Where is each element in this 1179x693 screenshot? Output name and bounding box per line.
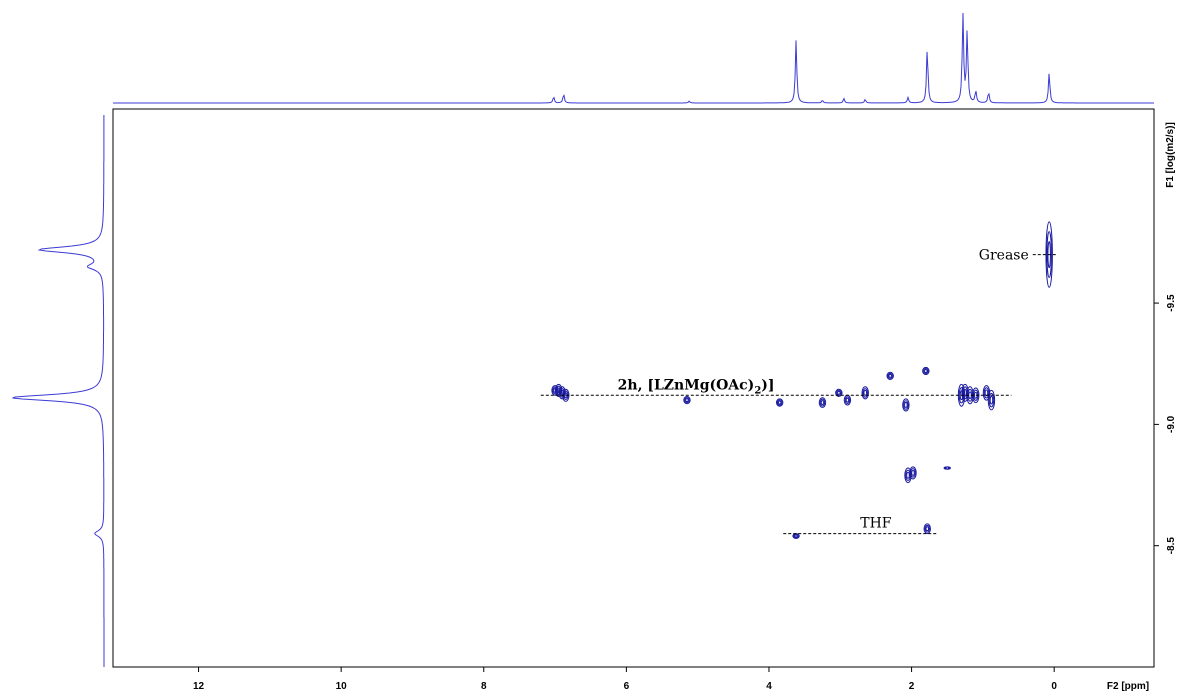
- contour-ring: [861, 386, 869, 400]
- x-tick-label: 4: [766, 681, 772, 692]
- contour-ring: [862, 388, 868, 398]
- contour-ring: [863, 389, 868, 396]
- contour-ring: [836, 389, 842, 396]
- contour-peak: [923, 523, 931, 535]
- annotations: Grease 2h, [LZnMg(OAc)2)] THF: [540, 248, 1058, 535]
- contour-ring: [685, 398, 689, 403]
- contour-ring: [684, 397, 690, 404]
- contour-ring: [963, 388, 967, 397]
- f2-projection-trace: [113, 12, 1154, 104]
- contour-peak: [843, 394, 852, 406]
- contour-peak: [683, 395, 691, 405]
- complex-label: 2h, [LZnMg(OAc)2)]: [618, 377, 775, 396]
- thf-label: THF: [860, 516, 892, 532]
- contour-peak: [922, 366, 930, 376]
- contour-ring: [793, 533, 799, 539]
- y-tick-label: -9.5: [1166, 294, 1177, 312]
- y-tick-label: -9.0: [1166, 415, 1177, 433]
- contour-ring: [922, 366, 930, 376]
- contour-ring: [911, 469, 915, 476]
- contour-peak: [902, 398, 910, 412]
- contour-ring: [924, 524, 931, 533]
- x-tick-label: 2: [909, 681, 915, 692]
- contour-ring: [887, 372, 893, 379]
- contour-peaks: [551, 221, 1053, 539]
- contour-ring: [844, 396, 851, 405]
- contour-ring: [989, 395, 994, 405]
- x-axis-ticks: 12 10 8 6 4 2 0: [193, 667, 1057, 692]
- contour-ring: [924, 369, 928, 373]
- grease-label: Grease: [979, 248, 1029, 264]
- complex-label-subscript: 2: [754, 385, 761, 396]
- contour-ring: [776, 399, 783, 406]
- contour-ring: [777, 400, 782, 405]
- contour-ring: [818, 397, 827, 408]
- contour-peak: [861, 386, 869, 400]
- contour-ring: [886, 371, 894, 381]
- contour-ring: [820, 400, 825, 405]
- contour-ring: [888, 373, 892, 378]
- contour-peak: [792, 533, 800, 539]
- x-tick-label: 0: [1051, 681, 1057, 692]
- complex-label-main: 2h, [LZnMg(OAc): [618, 377, 755, 393]
- x-tick-label: 8: [481, 681, 487, 692]
- contour-peak: [909, 466, 917, 480]
- contour-ring: [1046, 231, 1052, 278]
- contour-ring: [1045, 221, 1053, 288]
- contour-peak: [835, 388, 843, 397]
- contour-ring: [906, 471, 910, 479]
- f2-projection: [113, 12, 1154, 104]
- x-axis-title: F2 [ppm]: [1107, 681, 1149, 692]
- f1-projection: [12, 115, 105, 667]
- contour-ring: [837, 390, 841, 395]
- x-tick-label: 6: [624, 681, 630, 692]
- contour-ring: [845, 397, 850, 403]
- x-tick-label: 12: [193, 681, 205, 692]
- contour-ring: [835, 388, 843, 397]
- contour-ring: [904, 402, 908, 408]
- contour-ring: [683, 395, 691, 405]
- y-tick-label: -8.5: [1166, 537, 1177, 555]
- contour-peak: [987, 389, 996, 411]
- f1-projection-trace: [12, 115, 105, 667]
- contour-ring: [551, 385, 559, 396]
- contour-ring: [909, 466, 917, 480]
- contour-ring: [910, 468, 916, 478]
- plot-frame: [112, 108, 1155, 668]
- contour-ring: [923, 523, 931, 535]
- contour-peak: [775, 398, 784, 407]
- contour-ring: [925, 526, 930, 532]
- contour-ring: [794, 534, 798, 538]
- contour-ring: [775, 398, 784, 407]
- contour-ring: [902, 398, 910, 412]
- complex-label-end: )]: [761, 377, 774, 393]
- contour-ring: [945, 466, 950, 470]
- contour-peak: [886, 371, 894, 381]
- x-tick-label: 10: [336, 681, 348, 692]
- y-axis-title: F1 [log(m2/s)]: [1165, 122, 1176, 188]
- contour-ring: [987, 389, 996, 411]
- contour-ring: [988, 392, 995, 408]
- contour-peak: [943, 466, 951, 470]
- contour-ring: [923, 367, 929, 375]
- contour-ring: [983, 387, 990, 399]
- contour-peak: [818, 397, 827, 408]
- y-axis-ticks: -9.5 -9.0 -8.5: [1154, 294, 1177, 554]
- contour-ring: [819, 398, 826, 407]
- contour-ring: [903, 400, 909, 410]
